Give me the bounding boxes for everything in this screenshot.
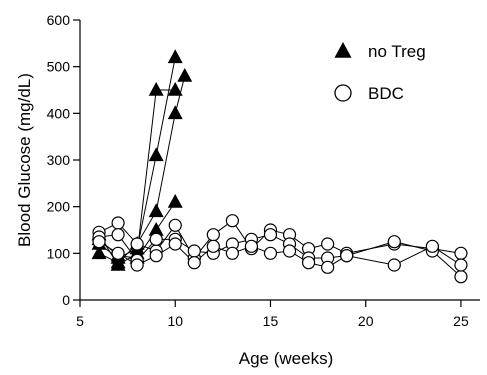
data-point-bdc: [263, 228, 278, 242]
legend-marker-bdc: [334, 84, 352, 102]
y-tick-label: 500: [47, 59, 71, 75]
data-point-bdc: [149, 232, 163, 246]
data-point-bdc: [187, 256, 201, 270]
data-point-bdc: [301, 256, 316, 270]
data-point-no-treg: [91, 245, 107, 260]
x-tick-label: 15: [263, 313, 279, 329]
data-point-bdc: [244, 239, 259, 253]
x-axis-title: Age (weeks): [239, 349, 333, 368]
y-tick-label: 400: [47, 105, 71, 121]
data-point-bdc: [454, 270, 468, 284]
data-point-bdc: [92, 235, 106, 249]
x-tick-label: 5: [76, 313, 84, 329]
y-tick-label: 300: [47, 152, 71, 168]
series-line-no-treg: [98, 57, 176, 259]
data-point-bdc: [282, 244, 297, 258]
data-point-bdc: [454, 258, 468, 272]
data-point-bdc: [206, 228, 220, 242]
data-point-bdc: [387, 235, 401, 249]
y-axis-ticks: 0 100 200 300 400 500 600: [47, 12, 80, 308]
data-point-no-treg: [167, 81, 183, 96]
data-point-bdc: [263, 246, 278, 260]
data-point-bdc: [454, 246, 468, 260]
x-tick-label: 20: [358, 313, 374, 329]
legend-label-no-treg: no Treg: [368, 42, 426, 61]
data-point-bdc: [111, 228, 125, 242]
data-point-no-treg: [148, 147, 164, 162]
data-point-bdc: [387, 258, 401, 272]
data-point-bdc: [225, 246, 239, 260]
data-point-no-treg: [148, 203, 164, 218]
x-tick-label: 10: [167, 313, 183, 329]
data-point-bdc: [130, 237, 144, 251]
data-point-bdc: [225, 214, 239, 228]
series-bdc: [92, 214, 468, 284]
data-point-bdc: [111, 246, 125, 260]
data-point-bdc: [111, 216, 125, 230]
y-tick-label: 600: [47, 12, 71, 28]
data-point-bdc: [130, 258, 144, 272]
data-point-bdc: [168, 218, 182, 232]
data-point-bdc: [321, 260, 335, 274]
y-tick-label: 100: [47, 245, 71, 261]
y-tick-label: 0: [62, 292, 70, 308]
data-point-bdc: [168, 237, 182, 251]
data-point-bdc: [149, 249, 163, 263]
x-tick-label: 25: [453, 313, 469, 329]
legend-label-bdc: BDC: [368, 84, 404, 103]
series-layer: [91, 49, 468, 284]
x-axis-ticks: 5 10 15 20 25: [76, 300, 469, 329]
plot-area: 0 100 200 300 400 500 600 5 10 15 20 25: [47, 12, 480, 329]
y-tick-label: 200: [47, 199, 71, 215]
data-point-bdc: [425, 239, 439, 253]
data-point-bdc: [321, 237, 335, 251]
data-point-bdc: [340, 249, 354, 263]
legend: no Treg BDC: [334, 42, 426, 103]
data-point-bdc: [187, 244, 201, 258]
data-point-no-treg: [167, 49, 183, 64]
data-point-bdc: [206, 239, 220, 253]
legend-marker-no-treg: [334, 42, 352, 58]
data-point-no-treg: [148, 81, 164, 96]
data-point-no-treg: [167, 105, 183, 120]
data-point-no-treg: [167, 193, 183, 208]
data-point-no-treg: [110, 256, 126, 271]
y-axis-title: Blood Glucose (mg/dL): [15, 73, 34, 247]
data-point-no-treg: [177, 67, 193, 82]
